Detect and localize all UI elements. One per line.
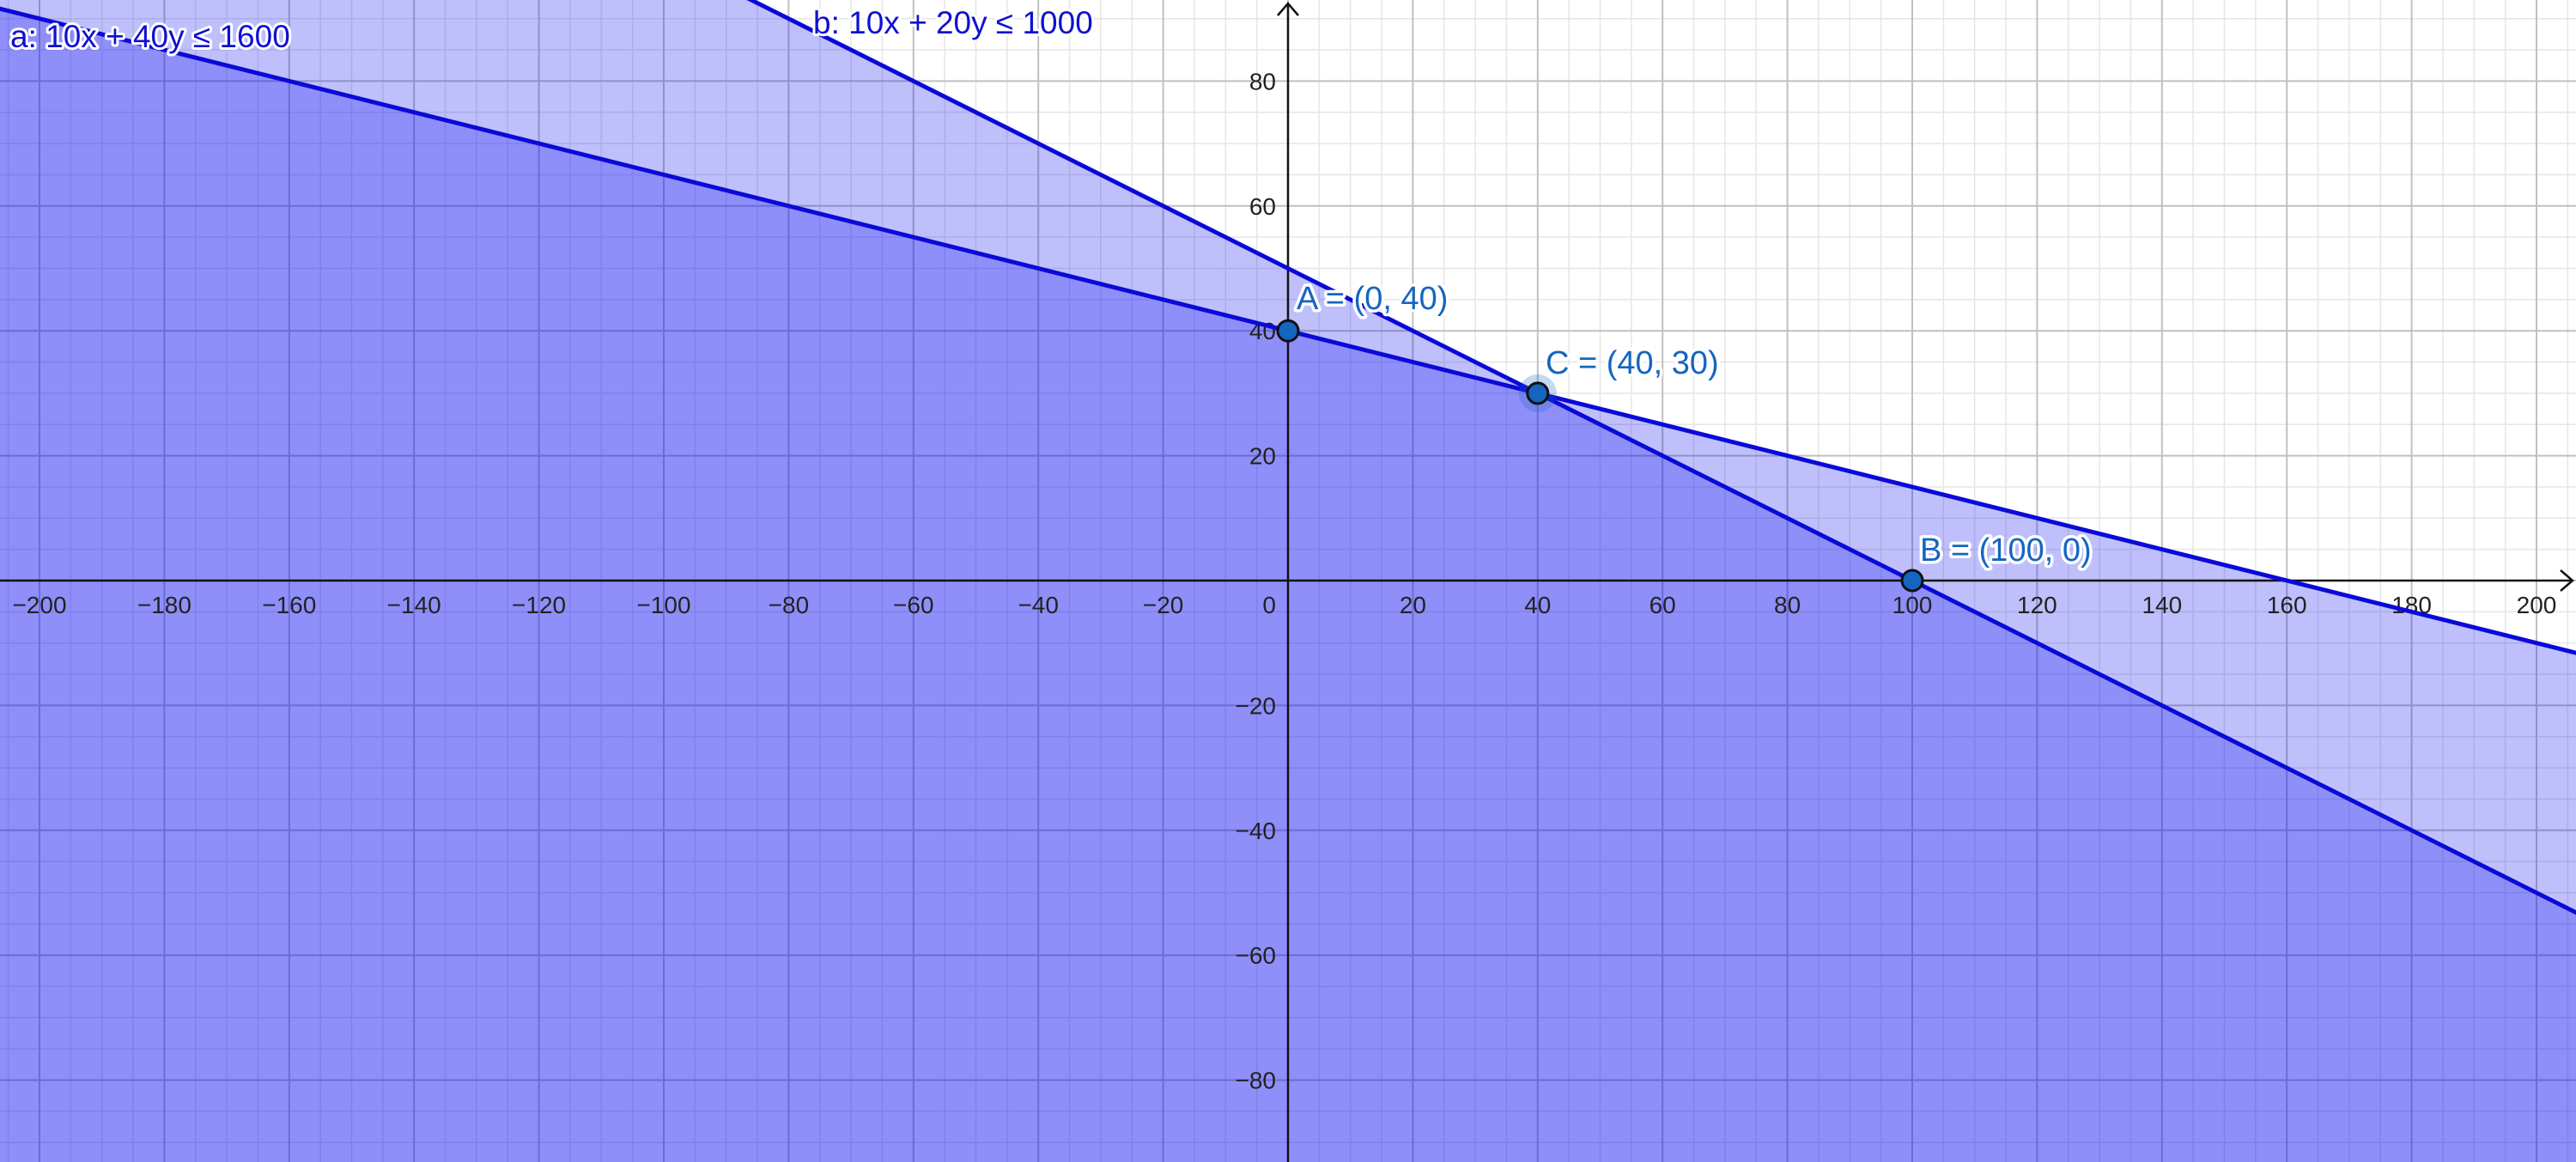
point-c[interactable] xyxy=(1526,381,1550,405)
point-a[interactable] xyxy=(1276,319,1300,343)
point-label-b[interactable]: B = (100, 0) xyxy=(1917,530,2095,572)
y-tick-label: 20 xyxy=(1249,443,1276,470)
inequality-label-b[interactable]: b: 10x + 20y ≤ 1000 xyxy=(811,3,1096,43)
x-tick-label: −120 xyxy=(512,592,566,618)
x-tick-label: 80 xyxy=(1774,592,1801,618)
y-tick-label: −80 xyxy=(1236,1068,1277,1094)
x-tick-label: −160 xyxy=(262,592,316,618)
x-axis-arrow-icon xyxy=(2560,569,2574,592)
x-tick-label: 20 xyxy=(1400,592,1426,618)
x-tick-label: −180 xyxy=(137,592,191,618)
y-axis-arrow-icon xyxy=(1277,2,1299,16)
y-tick-label: −20 xyxy=(1236,692,1277,719)
point-label-a[interactable]: A = (0, 40) xyxy=(1294,278,1451,320)
x-tick-label: −100 xyxy=(636,592,690,618)
x-tick-label: −40 xyxy=(1018,592,1059,618)
point-label-c[interactable]: C = (40, 30) xyxy=(1543,343,1722,385)
inequality-label-a[interactable]: a: 10x + 40y ≤ 1600 xyxy=(8,16,293,57)
x-tick-label: 160 xyxy=(2267,592,2307,618)
x-tick-label: 120 xyxy=(2017,592,2057,618)
y-tick-label: 60 xyxy=(1249,193,1276,220)
points xyxy=(1276,319,1924,593)
y-tick-label: 80 xyxy=(1249,68,1276,94)
y-tick-label: −60 xyxy=(1236,942,1277,969)
boundary-line-b[interactable] xyxy=(0,0,2576,943)
point-b[interactable] xyxy=(1900,569,1924,593)
y-tick-label: −40 xyxy=(1236,818,1277,844)
x-tick-label: −80 xyxy=(769,592,810,618)
tick-labels: −200 −180 −160 −140 −120 −100 −80 −60 −40 −20 0 20 4… xyxy=(12,68,2556,1093)
x-tick-label: −200 xyxy=(12,592,66,618)
x-tick-label: −60 xyxy=(893,592,934,618)
x-tick-label: 0 xyxy=(1262,592,1276,618)
x-tick-label: −20 xyxy=(1143,592,1184,618)
x-tick-label: 100 xyxy=(1893,592,1933,618)
x-tick-label: 60 xyxy=(1649,592,1676,618)
x-tick-label: 40 xyxy=(1524,592,1551,618)
x-tick-label: 200 xyxy=(2517,592,2557,618)
x-tick-label: 140 xyxy=(2142,592,2182,618)
x-tick-label: −140 xyxy=(387,592,441,618)
